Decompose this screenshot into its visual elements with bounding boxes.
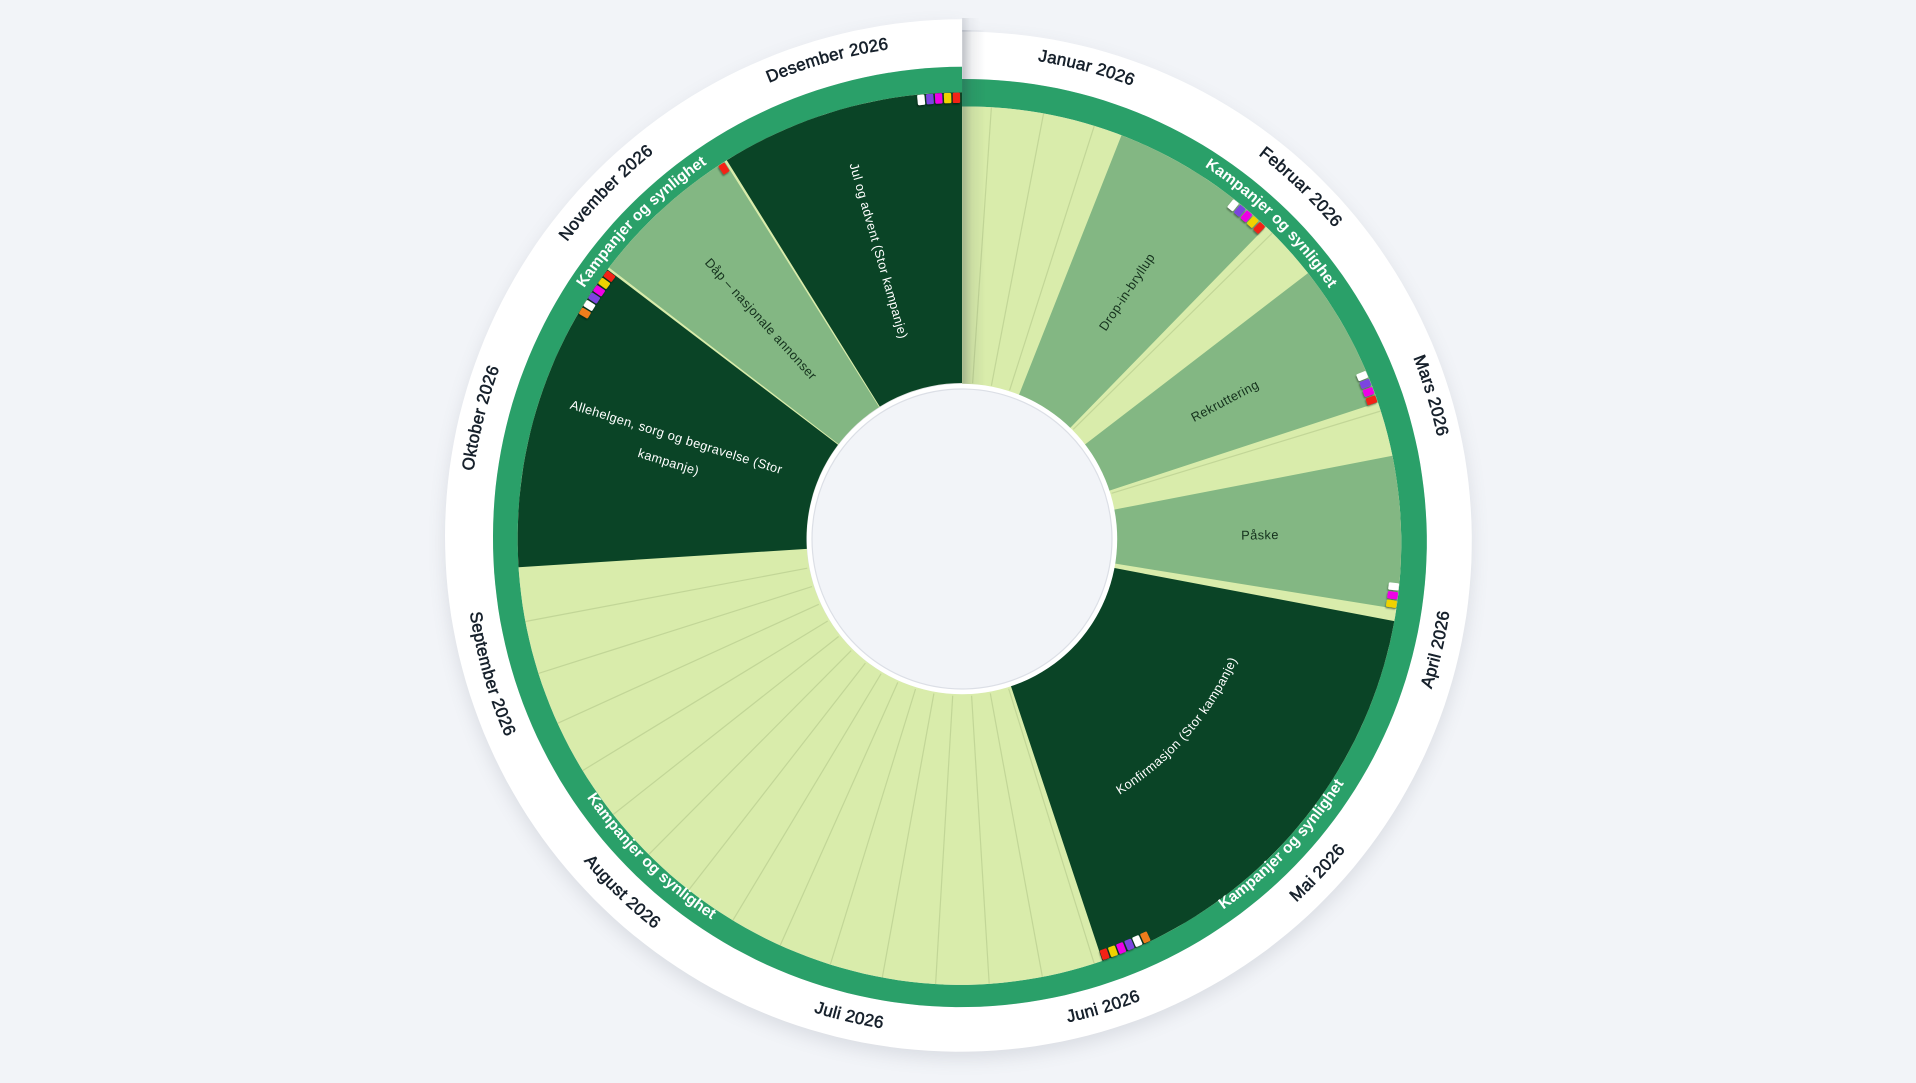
svg-text:Påske: Påske (1241, 527, 1279, 543)
